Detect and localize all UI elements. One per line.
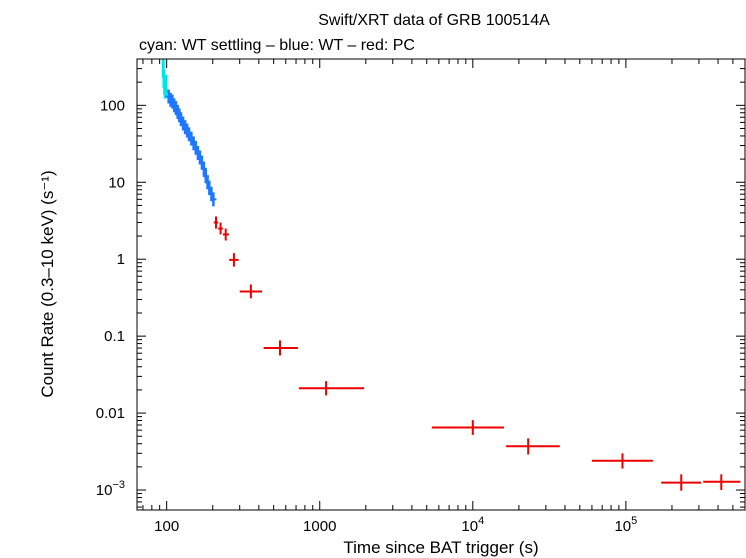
data-points	[161, 59, 741, 491]
y-tick-label: 10−3	[96, 479, 125, 499]
x-tick-label: 105	[614, 515, 637, 535]
x-tick-label: 100	[154, 518, 179, 535]
x-tick-label: 104	[461, 515, 484, 535]
y-tick-label: 100	[100, 97, 125, 114]
y-axis-label: Count Rate (0.3–10 keV) (s⁻¹)	[38, 170, 57, 397]
chart-title: Swift/XRT data of GRB 100514A	[318, 12, 550, 29]
y-tick-label: 0.01	[96, 405, 125, 422]
plot-frame	[136, 58, 746, 511]
y-tick-label: 10	[108, 174, 125, 191]
tick-labels: 100 1000 104 105 100 10 1 0.1 0.01 10−3	[96, 97, 638, 535]
axis-ticks	[137, 58, 746, 510]
y-tick-label: 0.1	[104, 328, 125, 345]
x-axis-label: Time since BAT trigger (s)	[343, 538, 538, 557]
x-tick-label: 1000	[303, 518, 336, 535]
chart-subtitle: cyan: WT settling – blue: WT – red: PC	[139, 37, 415, 54]
y-tick-label: 1	[117, 251, 125, 268]
